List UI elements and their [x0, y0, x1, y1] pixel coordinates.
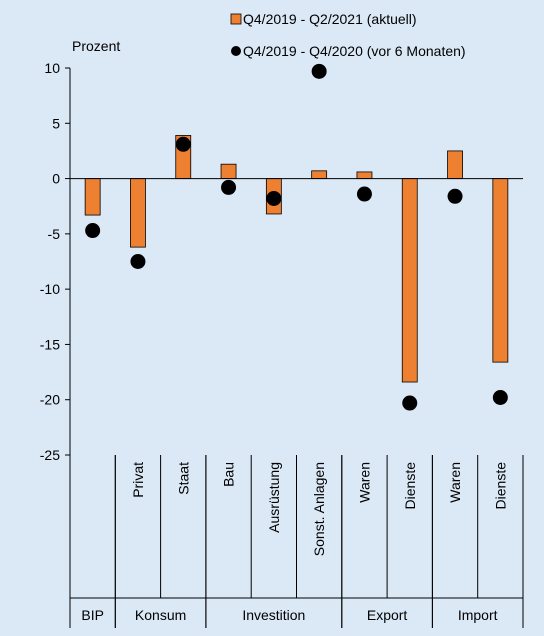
- bar-3: [220, 163, 237, 179]
- dot-8: [447, 188, 463, 204]
- dot-series: [85, 63, 508, 411]
- category-label: Dienste: [492, 462, 508, 510]
- bar-7: [401, 178, 418, 383]
- bar-0: [84, 178, 101, 216]
- bar-1: [130, 178, 146, 248]
- dot-2: [175, 136, 191, 152]
- category-label: Dienste: [402, 462, 418, 510]
- dot-5: [311, 63, 327, 79]
- group-label: Export: [367, 607, 408, 623]
- y-tick-label: -5: [48, 226, 61, 242]
- category-label: Waren: [356, 462, 372, 503]
- legend-dot-label: Q4/2019 - Q4/2020 (vor 6 Monaten): [243, 43, 466, 59]
- dot-4: [266, 190, 282, 206]
- dot-1: [130, 254, 146, 269]
- y-tick-label: 5: [52, 115, 60, 131]
- group-label: BIP: [81, 607, 104, 623]
- group-label: Investition: [242, 607, 305, 623]
- category-label: Staat: [175, 462, 191, 495]
- category-label: Bau: [221, 462, 237, 487]
- category-label: Privat: [130, 462, 146, 498]
- dot-9: [492, 390, 508, 406]
- group-label: Konsum: [135, 607, 186, 623]
- y-axis-label: Prozent: [72, 38, 120, 54]
- category-axis: BIP Konsum Investition Export Import Privat St…: [69, 455, 524, 628]
- group-label: Import: [458, 607, 498, 623]
- category-label: Ausrüstung: [266, 462, 282, 533]
- category-label: Sonst. Anlagen: [311, 462, 327, 556]
- legend: Q4/2019 - Q2/2021 (aktuell) Q4/2019 - Q4…: [230, 11, 466, 59]
- y-tick-label: -20: [40, 392, 60, 408]
- legend-bar-swatch: [230, 13, 242, 25]
- y-tick-label: 10: [44, 60, 60, 76]
- dot-3: [221, 179, 237, 195]
- category-label: Waren: [447, 462, 463, 503]
- y-tick-label: -25: [40, 447, 60, 463]
- dot-0: [85, 223, 101, 239]
- bar-9: [492, 178, 509, 363]
- bar-5: [311, 170, 328, 179]
- dot-6: [356, 186, 372, 202]
- y-axis: 10 5 0 -5 -10 -15 -20 -25: [40, 60, 71, 628]
- bar-8: [447, 150, 463, 179]
- bar-6: [356, 171, 373, 179]
- y-tick-label: -15: [40, 336, 60, 352]
- legend-bar-label: Q4/2019 - Q2/2021 (aktuell): [243, 11, 417, 27]
- dot-7: [402, 395, 418, 411]
- y-tick-label: 0: [52, 171, 60, 187]
- y-tick-label: -10: [40, 281, 60, 297]
- legend-dot-swatch: [231, 46, 241, 56]
